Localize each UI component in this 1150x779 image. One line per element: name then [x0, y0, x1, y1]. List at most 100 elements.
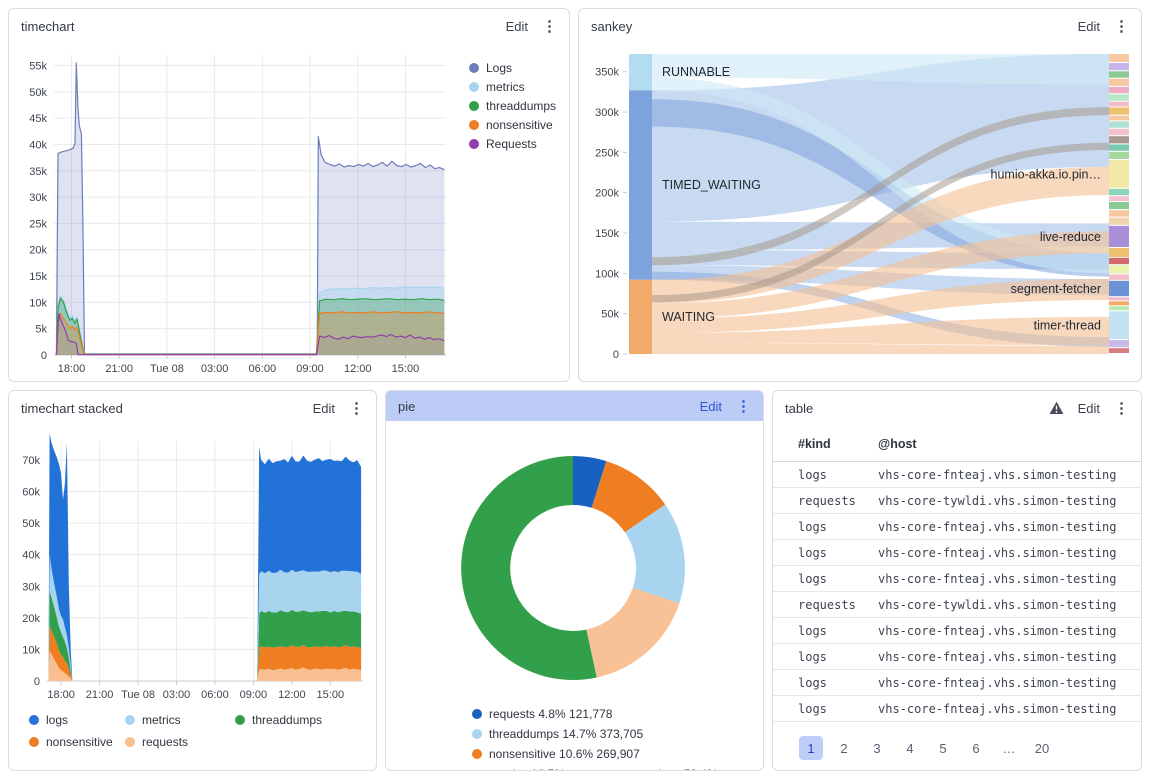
table-row[interactable]: logs vhs-core-fnteaj.vhs.simon-testing — [773, 514, 1141, 540]
sankey-right-node-6[interactable] — [1109, 101, 1129, 107]
sankey-right-node-4[interactable] — [1109, 86, 1129, 94]
timechart-edit-button[interactable]: Edit — [505, 18, 528, 34]
sankey-node-TIMED_WAITING[interactable] — [629, 90, 652, 280]
sankey-right-node-10[interactable] — [1109, 128, 1129, 136]
sankey-right-node-13[interactable] — [1109, 151, 1129, 159]
sankey-right-node-23[interactable] — [1109, 265, 1129, 274]
table-row[interactable]: logs vhs-core-fnteaj.vhs.simon-testing — [773, 644, 1141, 670]
table-row[interactable]: logs vhs-core-fnteaj.vhs.simon-testing — [773, 696, 1141, 722]
sankey-right-node-19[interactable] — [1109, 217, 1129, 225]
table-row[interactable]: logs vhs-core-fnteaj.vhs.simon-testing — [773, 540, 1141, 566]
column-header-kind[interactable]: #kind — [798, 437, 831, 451]
kebab-menu-icon[interactable]: ⋮ — [542, 17, 557, 35]
pie-slice-metrics[interactable] — [586, 587, 680, 678]
kebab-menu-icon[interactable]: ⋮ — [349, 399, 364, 417]
legend-item-logs[interactable]: logs — [29, 713, 125, 727]
legend-dot — [472, 749, 482, 759]
sankey-right-node-1[interactable] — [1109, 63, 1129, 71]
table-row[interactable]: logs vhs-core-fnteaj.vhs.simon-testing — [773, 670, 1141, 696]
legend-item-nonsensitive-10-6-269-907[interactable]: nonsensitive 10.6% 269,907 — [472, 747, 640, 761]
sankey-right-node-17[interactable] — [1109, 201, 1129, 210]
warning-icon[interactable] — [1049, 401, 1064, 415]
page-button-1[interactable]: 1 — [799, 736, 823, 760]
table-row[interactable]: logs vhs-core-fnteaj.vhs.simon-testing — [773, 566, 1141, 592]
sankey-right-node-30[interactable] — [1109, 340, 1129, 348]
sankey-right-node-31[interactable] — [1109, 348, 1129, 353]
sankey-edit-button[interactable]: Edit — [1077, 18, 1100, 34]
sankey-right-node-label: timer-thread — [1034, 319, 1101, 333]
kebab-menu-icon[interactable]: ⋮ — [736, 397, 751, 415]
table-edit-button[interactable]: Edit — [1077, 400, 1100, 416]
table-row[interactable]: requests vhs-core-tywldi.vhs.simon-testin… — [773, 592, 1141, 618]
cell-host: vhs-core-fnteaj.vhs.simon-testing — [878, 571, 1117, 586]
sankey-right-node-16[interactable] — [1109, 196, 1129, 201]
column-header-host[interactable]: @host — [878, 437, 917, 451]
sankey-node-RUNNABLE[interactable] — [629, 54, 652, 91]
legend-item-threaddumps[interactable]: threaddumps — [469, 99, 556, 113]
legend-item-metrics-16-5-419-252[interactable]: metrics 16.5% 419,252 — [472, 767, 600, 770]
svg-text:5k: 5k — [35, 324, 47, 336]
table-row[interactable]: logs vhs-core-fnteaj.vhs.simon-testing — [773, 618, 1141, 644]
pie-slice-logs[interactable] — [461, 456, 597, 680]
timechart-stacked-edit-button[interactable]: Edit — [312, 400, 335, 416]
sankey-right-node-15[interactable] — [1109, 188, 1129, 196]
pie-slice-requests[interactable] — [573, 456, 607, 508]
page-button-6[interactable]: 6 — [972, 740, 980, 756]
legend-dot — [235, 715, 245, 725]
sankey-right-node-14[interactable] — [1109, 160, 1129, 188]
legend-item-logs-53-4-1-356-990[interactable]: logs 53.4% 1,356,990 — [642, 767, 763, 770]
page-button-4[interactable]: 4 — [906, 740, 914, 756]
legend-item-requests-4-8-121-778[interactable]: requests 4.8% 121,778 — [472, 707, 612, 721]
table-row[interactable]: logs vhs-core-fnteaj.vhs.simon-testing — [773, 462, 1141, 488]
legend-item-logs[interactable]: Logs — [469, 61, 556, 75]
svg-text:40k: 40k — [29, 139, 47, 151]
table-panel-title: table — [785, 400, 814, 416]
sankey-right-node-0[interactable] — [1109, 54, 1129, 62]
sankey-right-node-28[interactable] — [1109, 306, 1129, 311]
sankey-right-node-12[interactable] — [1109, 144, 1129, 151]
sankey-flow-11 — [652, 279, 1109, 333]
page-button-20[interactable]: 20 — [1034, 740, 1050, 756]
series-area-nonsensitive — [56, 311, 445, 355]
sankey-right-node-27[interactable] — [1109, 301, 1129, 306]
table-pagination: 1 2 3 4 5 6 … 20 — [799, 736, 1141, 760]
table-row[interactable]: requests vhs-core-tywldi.vhs.simon-testin… — [773, 488, 1141, 514]
svg-text:21:00: 21:00 — [86, 689, 114, 701]
sankey-right-node-11[interactable] — [1109, 136, 1129, 144]
legend-item-metrics[interactable]: metrics — [469, 80, 556, 94]
sankey-right-node-8[interactable] — [1109, 115, 1129, 121]
legend-item-threaddumps-14-7-373-705[interactable]: threaddumps 14.7% 373,705 — [472, 727, 643, 741]
sankey-node-WAITING[interactable] — [629, 279, 652, 354]
kebab-menu-icon[interactable]: ⋮ — [1114, 17, 1129, 35]
legend-item-requests[interactable]: Requests — [469, 137, 556, 151]
legend-item-requests[interactable]: requests — [125, 735, 235, 749]
sankey-right-node-26[interactable] — [1109, 297, 1129, 301]
sankey-right-node-21[interactable] — [1109, 248, 1129, 257]
kebab-menu-icon[interactable]: ⋮ — [1114, 399, 1129, 417]
sankey-right-node-9[interactable] — [1109, 121, 1129, 128]
pie-slice-nonsensitive[interactable] — [591, 461, 666, 533]
sankey-right-node-20[interactable] — [1109, 225, 1129, 247]
legend-item-nonsensitive[interactable]: nonsensitive — [29, 735, 125, 749]
sankey-flow-7 — [652, 54, 1109, 85]
sankey-right-node-7[interactable] — [1109, 107, 1129, 115]
page-button-3[interactable]: 3 — [873, 740, 881, 756]
sankey-right-node-5[interactable] — [1109, 94, 1129, 101]
svg-text:21:00: 21:00 — [105, 363, 133, 375]
legend-item-threaddumps[interactable]: threaddumps — [235, 713, 365, 727]
legend-item-nonsensitive[interactable]: nonsensitive — [469, 118, 556, 132]
sankey-right-node-29[interactable] — [1109, 311, 1129, 340]
sankey-right-node-2[interactable] — [1109, 71, 1129, 78]
pie-slice-threaddumps[interactable] — [624, 504, 685, 604]
sankey-right-node-24[interactable] — [1109, 274, 1129, 280]
page-button-5[interactable]: 5 — [939, 740, 947, 756]
timechart-legend: Logs metrics threaddumps nonsensitive Reques… — [469, 61, 556, 151]
sankey-right-node-3[interactable] — [1109, 78, 1129, 86]
legend-label: Logs — [486, 61, 513, 75]
sankey-right-node-25[interactable] — [1109, 280, 1129, 297]
sankey-right-node-18[interactable] — [1109, 210, 1129, 217]
pie-edit-button[interactable]: Edit — [699, 398, 722, 414]
sankey-right-node-22[interactable] — [1109, 257, 1129, 265]
legend-item-metrics[interactable]: metrics — [125, 713, 235, 727]
page-button-2[interactable]: 2 — [840, 740, 848, 756]
